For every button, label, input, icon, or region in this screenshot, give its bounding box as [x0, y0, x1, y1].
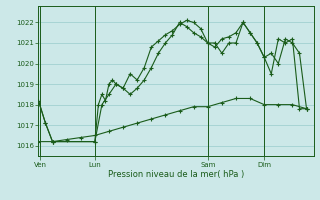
X-axis label: Pression niveau de la mer( hPa ): Pression niveau de la mer( hPa )	[108, 170, 244, 179]
